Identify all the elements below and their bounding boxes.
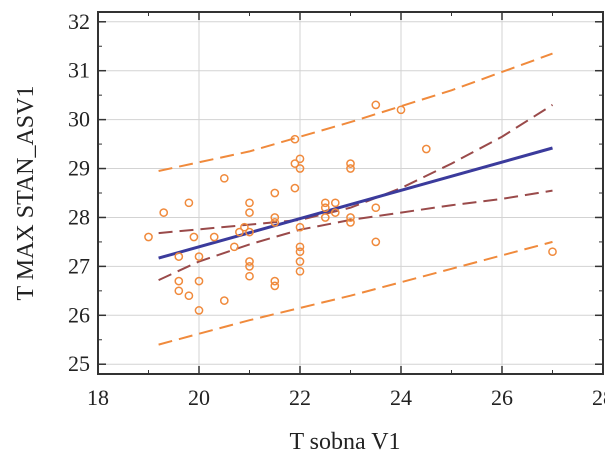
data-point xyxy=(290,159,300,168)
confidence-upper-line xyxy=(158,104,554,235)
data-point xyxy=(295,164,305,173)
y-tick-label: 27 xyxy=(68,253,90,278)
data-point xyxy=(295,247,305,257)
data-point xyxy=(235,227,244,237)
data-point xyxy=(144,232,153,242)
data-point xyxy=(421,144,431,154)
data-point xyxy=(346,213,355,222)
x-tick-label: 24 xyxy=(390,385,412,410)
data-point xyxy=(245,262,254,271)
x-tick-label: 22 xyxy=(289,385,311,410)
data-point xyxy=(270,276,280,286)
data-point xyxy=(159,208,169,217)
data-point xyxy=(346,218,355,227)
data-point xyxy=(189,232,199,242)
data-point xyxy=(295,266,305,276)
y-axis-label: T MAX STAN_ASV1 xyxy=(13,86,39,301)
data-point xyxy=(396,105,406,115)
data-point xyxy=(174,276,184,286)
y-tick-label: 25 xyxy=(68,351,90,376)
x-tick-label: 28 xyxy=(592,385,605,410)
regression-line xyxy=(158,146,553,260)
data-point xyxy=(320,203,330,213)
y-tick-label: 31 xyxy=(68,58,90,83)
data-point xyxy=(245,208,254,217)
x-axis-label: T sobna V1 xyxy=(289,429,400,455)
data-point xyxy=(184,198,194,208)
data-point xyxy=(346,164,355,173)
y-tick-label: 30 xyxy=(68,107,90,132)
x-tick-label: 20 xyxy=(188,385,210,410)
data-point xyxy=(371,100,381,110)
data-point xyxy=(371,237,381,247)
y-tick-label: 32 xyxy=(68,9,90,34)
plot-frame xyxy=(97,11,604,375)
data-point xyxy=(290,183,300,193)
data-point xyxy=(240,222,249,232)
x-tick-label: 26 xyxy=(491,385,513,410)
data-point xyxy=(295,242,305,252)
data-point xyxy=(174,252,184,261)
data-point xyxy=(295,222,305,232)
prediction-upper-line xyxy=(158,52,553,172)
confidence-lower-line xyxy=(158,189,553,282)
data-point xyxy=(270,218,280,227)
data-point xyxy=(320,213,330,222)
data-points xyxy=(144,100,557,315)
data-point xyxy=(184,291,194,301)
x-tick-labels: 18 20 22 24 26 28 xyxy=(87,385,605,410)
data-point xyxy=(270,213,280,222)
y-tick-label: 28 xyxy=(68,204,90,229)
data-point xyxy=(330,208,340,217)
data-point xyxy=(245,257,254,266)
y-tick-label: 29 xyxy=(68,156,90,181)
data-point xyxy=(290,134,300,144)
y-tick-labels: 25 26 27 28 29 30 31 32 xyxy=(68,9,90,376)
fit-line-group xyxy=(158,146,553,260)
data-point xyxy=(330,198,340,208)
data-point xyxy=(245,227,254,237)
data-point xyxy=(209,232,219,242)
data-point xyxy=(270,281,280,291)
data-point xyxy=(295,154,305,164)
data-point xyxy=(371,203,381,213)
data-point xyxy=(295,257,305,266)
data-point xyxy=(346,159,355,168)
data-point xyxy=(194,306,204,315)
data-point xyxy=(270,188,280,198)
x-tick-label: 18 xyxy=(87,385,109,410)
y-tick-label: 26 xyxy=(68,302,90,327)
data-point xyxy=(194,252,204,261)
data-point xyxy=(219,173,229,183)
data-point xyxy=(245,198,254,208)
data-point xyxy=(320,198,330,208)
data-point xyxy=(229,242,239,252)
axis-ticks xyxy=(97,12,604,374)
data-point xyxy=(174,286,184,296)
data-point xyxy=(219,296,229,305)
data-point xyxy=(194,276,204,286)
data-point xyxy=(548,247,557,257)
grid xyxy=(97,12,604,374)
bands xyxy=(158,52,554,346)
data-point xyxy=(245,271,254,281)
prediction-lower-line xyxy=(158,240,553,346)
